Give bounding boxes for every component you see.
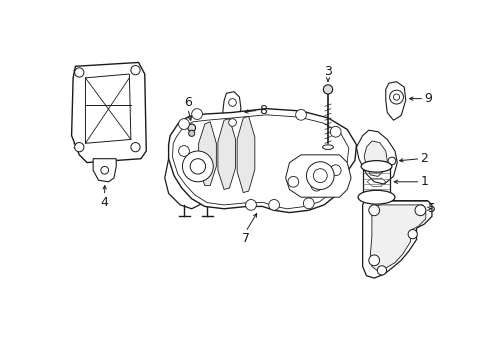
Polygon shape — [364, 141, 386, 176]
Circle shape — [368, 205, 379, 216]
Text: 7: 7 — [241, 232, 249, 245]
Polygon shape — [93, 159, 116, 182]
Circle shape — [188, 130, 194, 136]
Polygon shape — [222, 92, 241, 132]
Text: 9: 9 — [424, 92, 431, 105]
Circle shape — [329, 165, 341, 176]
Ellipse shape — [357, 190, 394, 204]
Circle shape — [306, 162, 333, 189]
Circle shape — [190, 159, 205, 174]
Text: 5: 5 — [427, 202, 435, 215]
Polygon shape — [168, 109, 356, 213]
Text: 4: 4 — [101, 195, 108, 209]
Polygon shape — [356, 130, 396, 184]
Text: 3: 3 — [324, 65, 331, 78]
Text: 2: 2 — [420, 152, 427, 165]
Circle shape — [131, 66, 140, 75]
Ellipse shape — [322, 145, 333, 149]
Circle shape — [377, 266, 386, 275]
Circle shape — [187, 124, 195, 132]
Circle shape — [329, 126, 341, 137]
Circle shape — [310, 180, 321, 191]
Circle shape — [178, 119, 189, 130]
Circle shape — [228, 119, 236, 126]
Ellipse shape — [360, 192, 391, 203]
Circle shape — [387, 157, 395, 165]
Polygon shape — [164, 136, 222, 209]
Circle shape — [407, 230, 416, 239]
Polygon shape — [218, 119, 235, 189]
Text: 8: 8 — [258, 104, 266, 117]
Polygon shape — [198, 122, 216, 186]
Circle shape — [393, 94, 399, 100]
Polygon shape — [71, 62, 146, 163]
Circle shape — [414, 205, 425, 216]
Polygon shape — [385, 82, 405, 120]
Circle shape — [389, 90, 403, 104]
Circle shape — [191, 109, 202, 120]
Circle shape — [101, 166, 108, 174]
Circle shape — [313, 169, 326, 183]
Ellipse shape — [360, 161, 391, 172]
Circle shape — [323, 85, 332, 94]
Circle shape — [368, 255, 379, 266]
Circle shape — [75, 68, 84, 77]
Circle shape — [295, 109, 306, 120]
Circle shape — [228, 99, 236, 106]
Circle shape — [182, 151, 213, 182]
Circle shape — [268, 199, 279, 210]
Circle shape — [245, 199, 256, 210]
Polygon shape — [237, 116, 254, 193]
Circle shape — [75, 143, 84, 152]
Polygon shape — [285, 155, 350, 197]
Circle shape — [131, 143, 140, 152]
Text: 6: 6 — [183, 96, 191, 109]
Circle shape — [287, 176, 298, 187]
Circle shape — [178, 145, 189, 156]
Polygon shape — [369, 205, 425, 271]
Polygon shape — [362, 195, 431, 278]
Text: 1: 1 — [420, 175, 427, 188]
Circle shape — [303, 198, 313, 209]
